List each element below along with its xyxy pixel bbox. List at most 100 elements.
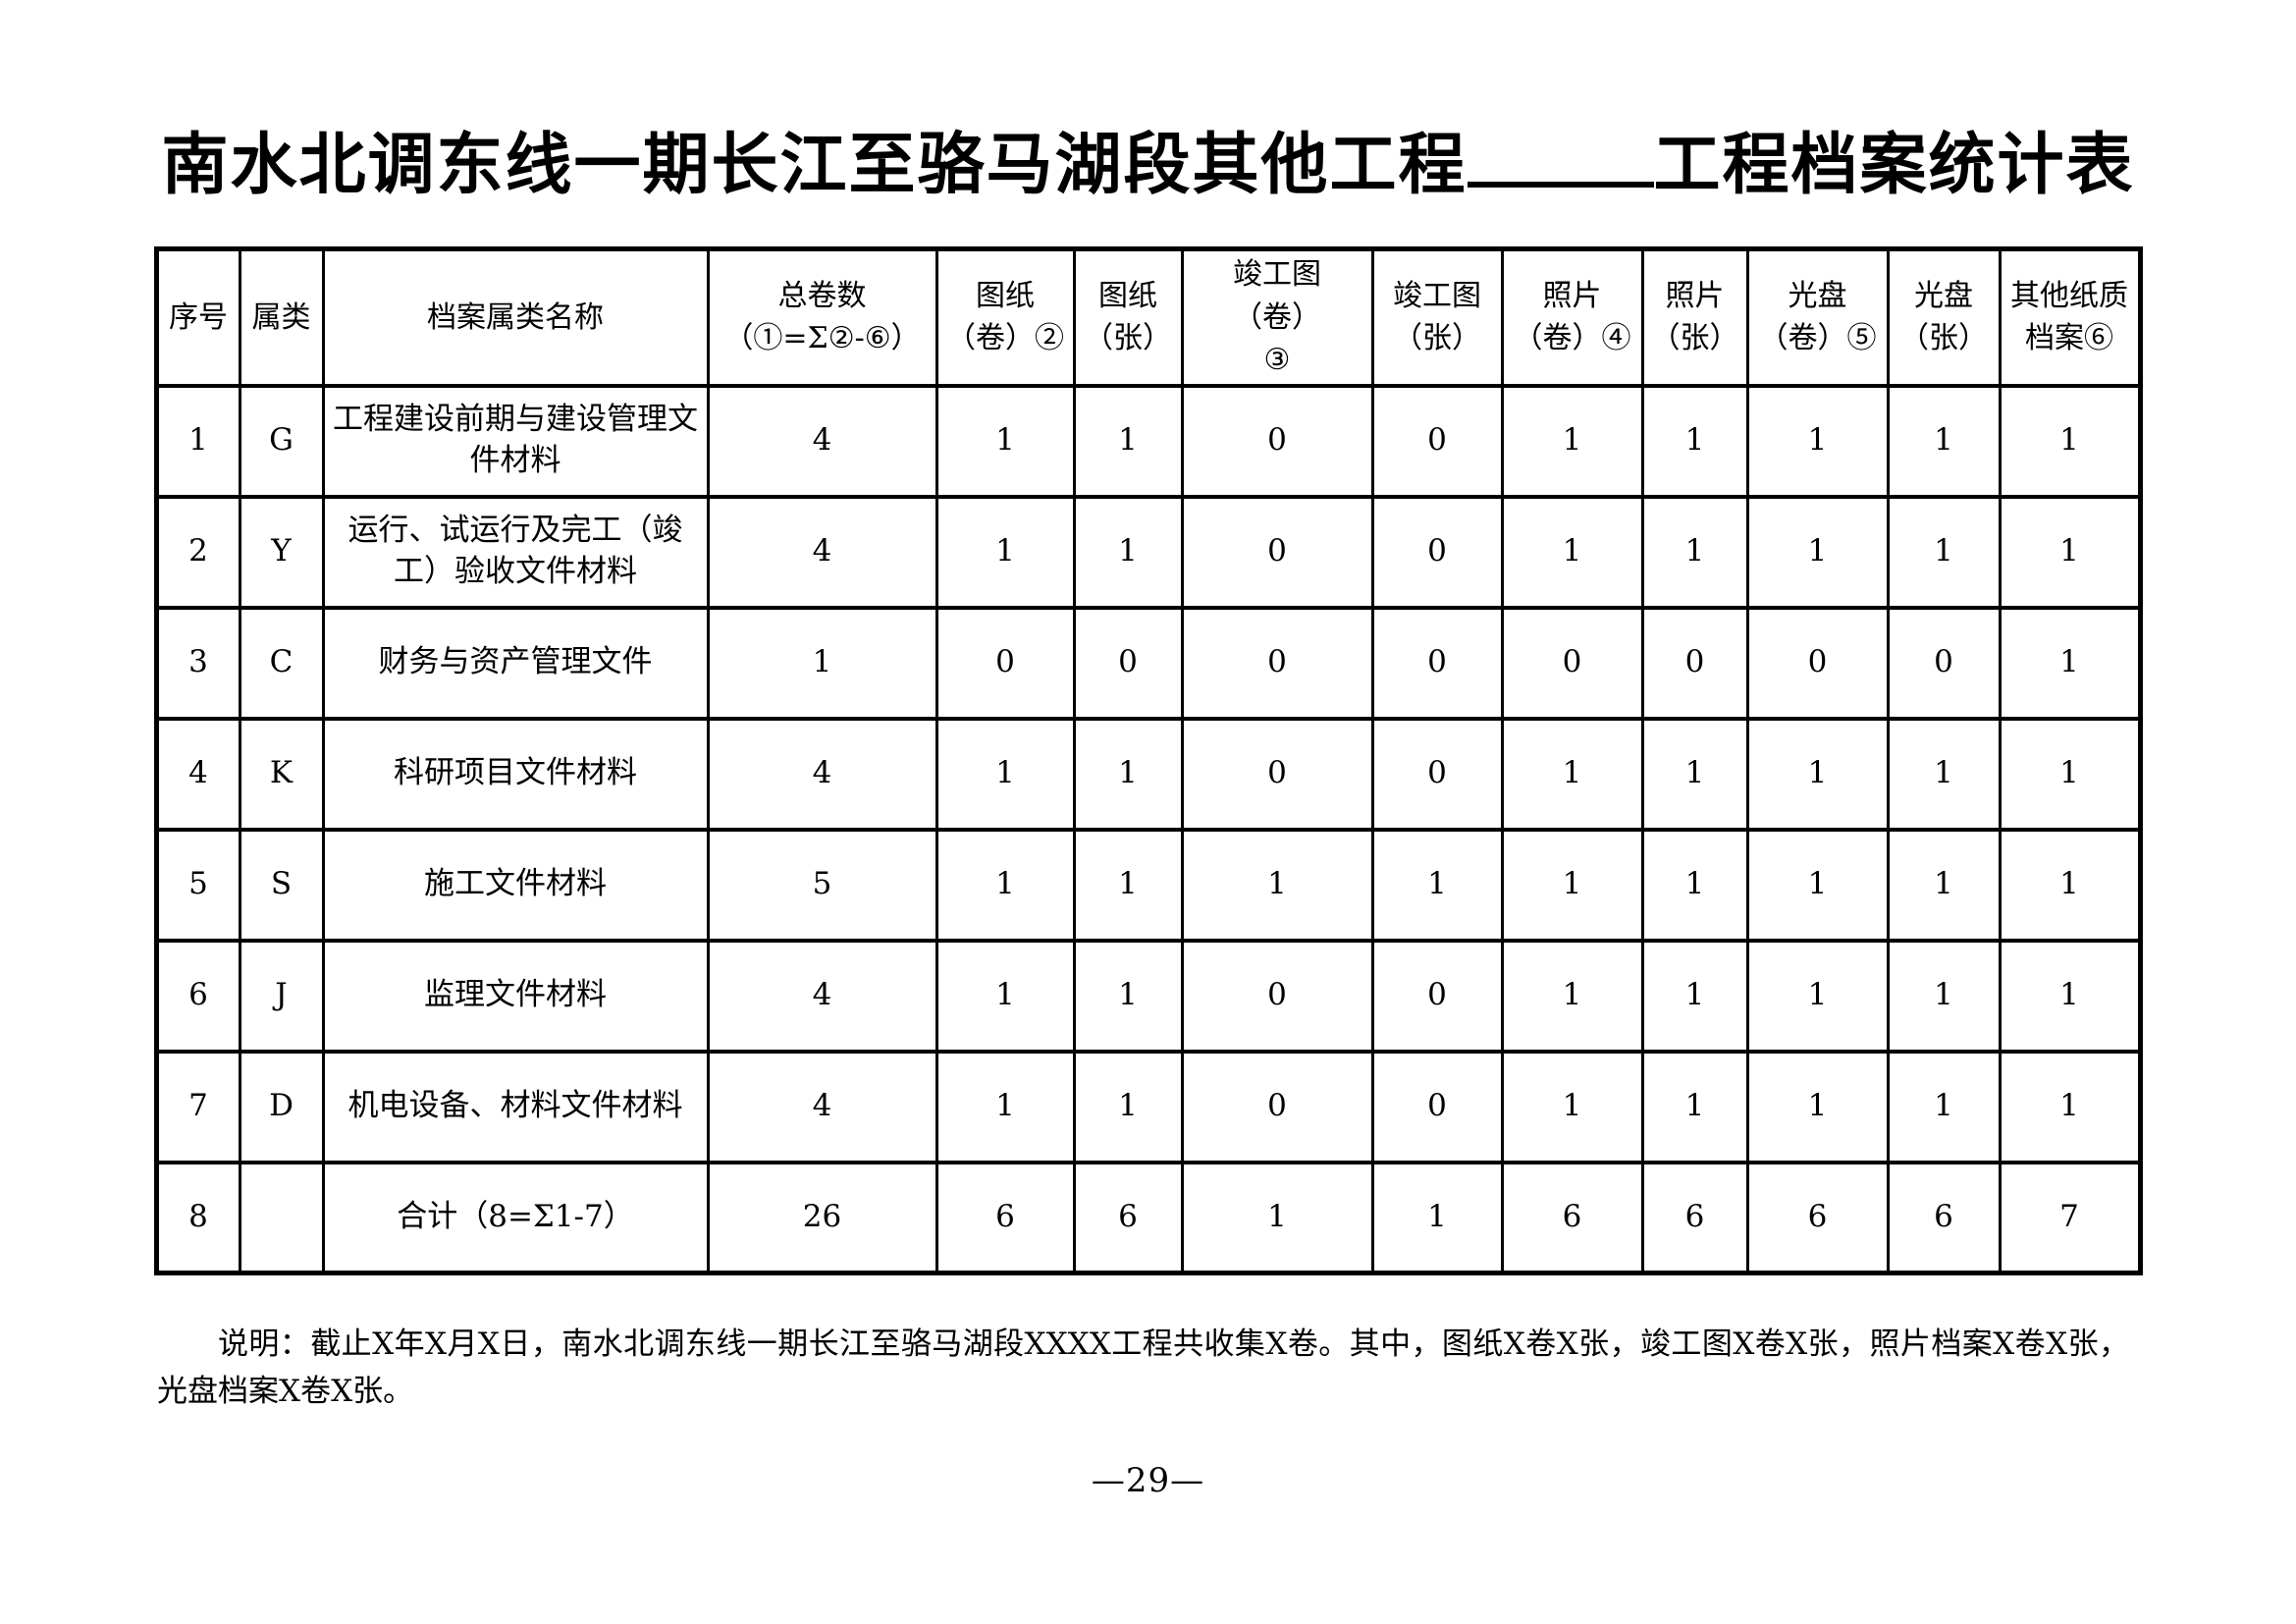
column-header: 图纸 （张） <box>1072 246 1184 388</box>
table-row: 8 合计（8=Σ1-7） 26 6 6 1 1 6 6 6 6 7 <box>154 1160 2142 1275</box>
table-cell: 0 <box>1886 605 2002 721</box>
table-cell: 1 <box>1072 938 1184 1054</box>
table-cell: 0 <box>1745 605 1890 721</box>
table-cell: 1 <box>1745 494 1890 610</box>
table-cell: 1 <box>1640 716 1749 832</box>
table-cell: 1 <box>1745 827 1890 943</box>
table-cell: 4 <box>706 938 938 1054</box>
table-cell: 6 <box>1745 1160 1890 1275</box>
table-cell: 1 <box>1745 938 1890 1054</box>
column-header: 照片 （卷）④ <box>1500 246 1644 388</box>
table-cell: 5 <box>706 827 938 943</box>
column-header: 光盘 （张） <box>1886 246 2002 388</box>
table-cell: 3 <box>154 605 241 721</box>
table-cell: 1 <box>1886 383 2002 499</box>
table-cell: 0 <box>1370 938 1504 1054</box>
table-cell: 4 <box>154 716 241 832</box>
table-cell: 2 <box>154 494 241 610</box>
table-row: 5 S 施工文件材料 5 1 1 1 1 1 1 1 1 1 <box>154 827 2142 943</box>
title-text-left: 南水北调东线一期长江至骆马湖段其他工程 <box>161 126 1468 204</box>
table-cell: 0 <box>1370 716 1504 832</box>
column-header: 图纸 （卷）② <box>934 246 1076 388</box>
table-cell: C <box>238 605 325 721</box>
table-cell: 1 <box>1745 383 1890 499</box>
table-cell: 1 <box>1886 827 2002 943</box>
table-cell: 4 <box>706 716 938 832</box>
table-row: 6 J 监理文件材料 4 1 1 0 0 1 1 1 1 1 <box>154 938 2142 1054</box>
table-cell: 1 <box>154 383 241 499</box>
table-cell: 0 <box>1180 605 1374 721</box>
table-cell: 1 <box>1886 494 2002 610</box>
table-cell: 4 <box>706 494 938 610</box>
table-cell: 0 <box>1370 605 1504 721</box>
column-header: 光盘 （卷）⑤ <box>1745 246 1890 388</box>
table-cell: 6 <box>1640 1160 1749 1275</box>
table-row: 4 K 科研项目文件材料 4 1 1 0 0 1 1 1 1 1 <box>154 716 2142 832</box>
table-cell: 1 <box>1998 383 2142 499</box>
table-cell: 0 <box>1370 494 1504 610</box>
table-cell: 1 <box>1886 1049 2002 1164</box>
table-cell: 1 <box>1998 716 2142 832</box>
table-cell: 1 <box>1998 494 2142 610</box>
table-cell: 0 <box>1180 383 1374 499</box>
table-row: 2 Y 运行、试运行及完工（竣工）验收文件材料 4 1 1 0 0 1 1 1 1 1 <box>154 494 2142 610</box>
table-cell: 0 <box>1370 1049 1504 1164</box>
table-cell: 4 <box>706 1049 938 1164</box>
table-row: 3 C 财务与资产管理文件 1 0 0 0 0 0 0 0 0 1 <box>154 605 2142 721</box>
archives-statistics-table: 序号 属类 档案属类名称 总卷数 （①=Σ②-⑥） 图纸 （卷）② 图纸 （张） 竣工图（卷… <box>153 246 2143 1275</box>
column-header: 其他纸质 档案⑥ <box>1998 246 2142 388</box>
table-cell: 工程建设前期与建设管理文件材料 <box>321 383 710 499</box>
table-cell: 监理文件材料 <box>321 938 710 1054</box>
table-cell: 1 <box>1180 827 1374 943</box>
table-cell: 0 <box>1180 1049 1374 1164</box>
column-header: 属类 <box>238 246 325 388</box>
table-cell: 0 <box>1180 716 1374 832</box>
column-header: 档案属类名称 <box>321 246 710 388</box>
table-cell: 1 <box>1745 716 1890 832</box>
table-cell: 0 <box>1370 383 1504 499</box>
table-cell: 合计（8=Σ1-7） <box>321 1160 710 1275</box>
table-body: 1 G 工程建设前期与建设管理文件材料 4 1 1 0 0 1 1 1 1 1 2 Y 运行、试运行及完工（竣… <box>154 383 2142 1275</box>
table-cell: 7 <box>1998 1160 2142 1275</box>
column-header: 竣工图 （张） <box>1370 246 1504 388</box>
table-cell: 7 <box>154 1049 241 1164</box>
table-cell <box>238 1160 325 1275</box>
table-cell: 1 <box>1072 827 1184 943</box>
table-cell: 4 <box>706 383 938 499</box>
table-cell: 0 <box>934 605 1076 721</box>
note-text: 说明：截止X年X月X日，南水北调东线一期长江至骆马湖段XXXX工程共收集X卷。其… <box>157 1326 2129 1410</box>
table-row: 7 D 机电设备、材料文件材料 4 1 1 0 0 1 1 1 1 1 <box>154 1049 2142 1164</box>
table-cell: 1 <box>1370 1160 1504 1275</box>
table-cell: G <box>238 383 325 499</box>
table-cell: 1 <box>934 383 1076 499</box>
table-cell: 5 <box>154 827 241 943</box>
table-cell: 6 <box>154 938 241 1054</box>
page-number: —29— <box>1091 1461 1205 1500</box>
table-cell: K <box>238 716 325 832</box>
table-cell: 1 <box>1072 383 1184 499</box>
table-cell: 财务与资产管理文件 <box>321 605 710 721</box>
table-cell: 1 <box>1998 938 2142 1054</box>
table-cell: 1 <box>1370 827 1504 943</box>
table-header-row: 序号 属类 档案属类名称 总卷数 （①=Σ②-⑥） 图纸 （卷）② 图纸 （张） 竣工图（卷… <box>154 246 2142 388</box>
table-cell: 1 <box>1886 716 2002 832</box>
table-cell: S <box>238 827 325 943</box>
table-cell: 1 <box>1745 1049 1890 1164</box>
column-header: 照片 （张） <box>1640 246 1749 388</box>
table-cell: J <box>238 938 325 1054</box>
table-cell: 6 <box>1072 1160 1184 1275</box>
table-cell: D <box>238 1049 325 1164</box>
table-cell: 0 <box>1180 938 1374 1054</box>
table-cell: 1 <box>1500 383 1644 499</box>
table-cell: 1 <box>934 494 1076 610</box>
table-cell: 1 <box>1998 827 2142 943</box>
title-blank-underline <box>1467 182 1654 188</box>
table-cell: 施工文件材料 <box>321 827 710 943</box>
table-cell: 0 <box>1500 605 1644 721</box>
table-cell: 1 <box>1886 938 2002 1054</box>
table-cell: 26 <box>706 1160 938 1275</box>
table-cell: 1 <box>1640 383 1749 499</box>
table-cell: 1 <box>1640 827 1749 943</box>
table-cell: 1 <box>1500 494 1644 610</box>
